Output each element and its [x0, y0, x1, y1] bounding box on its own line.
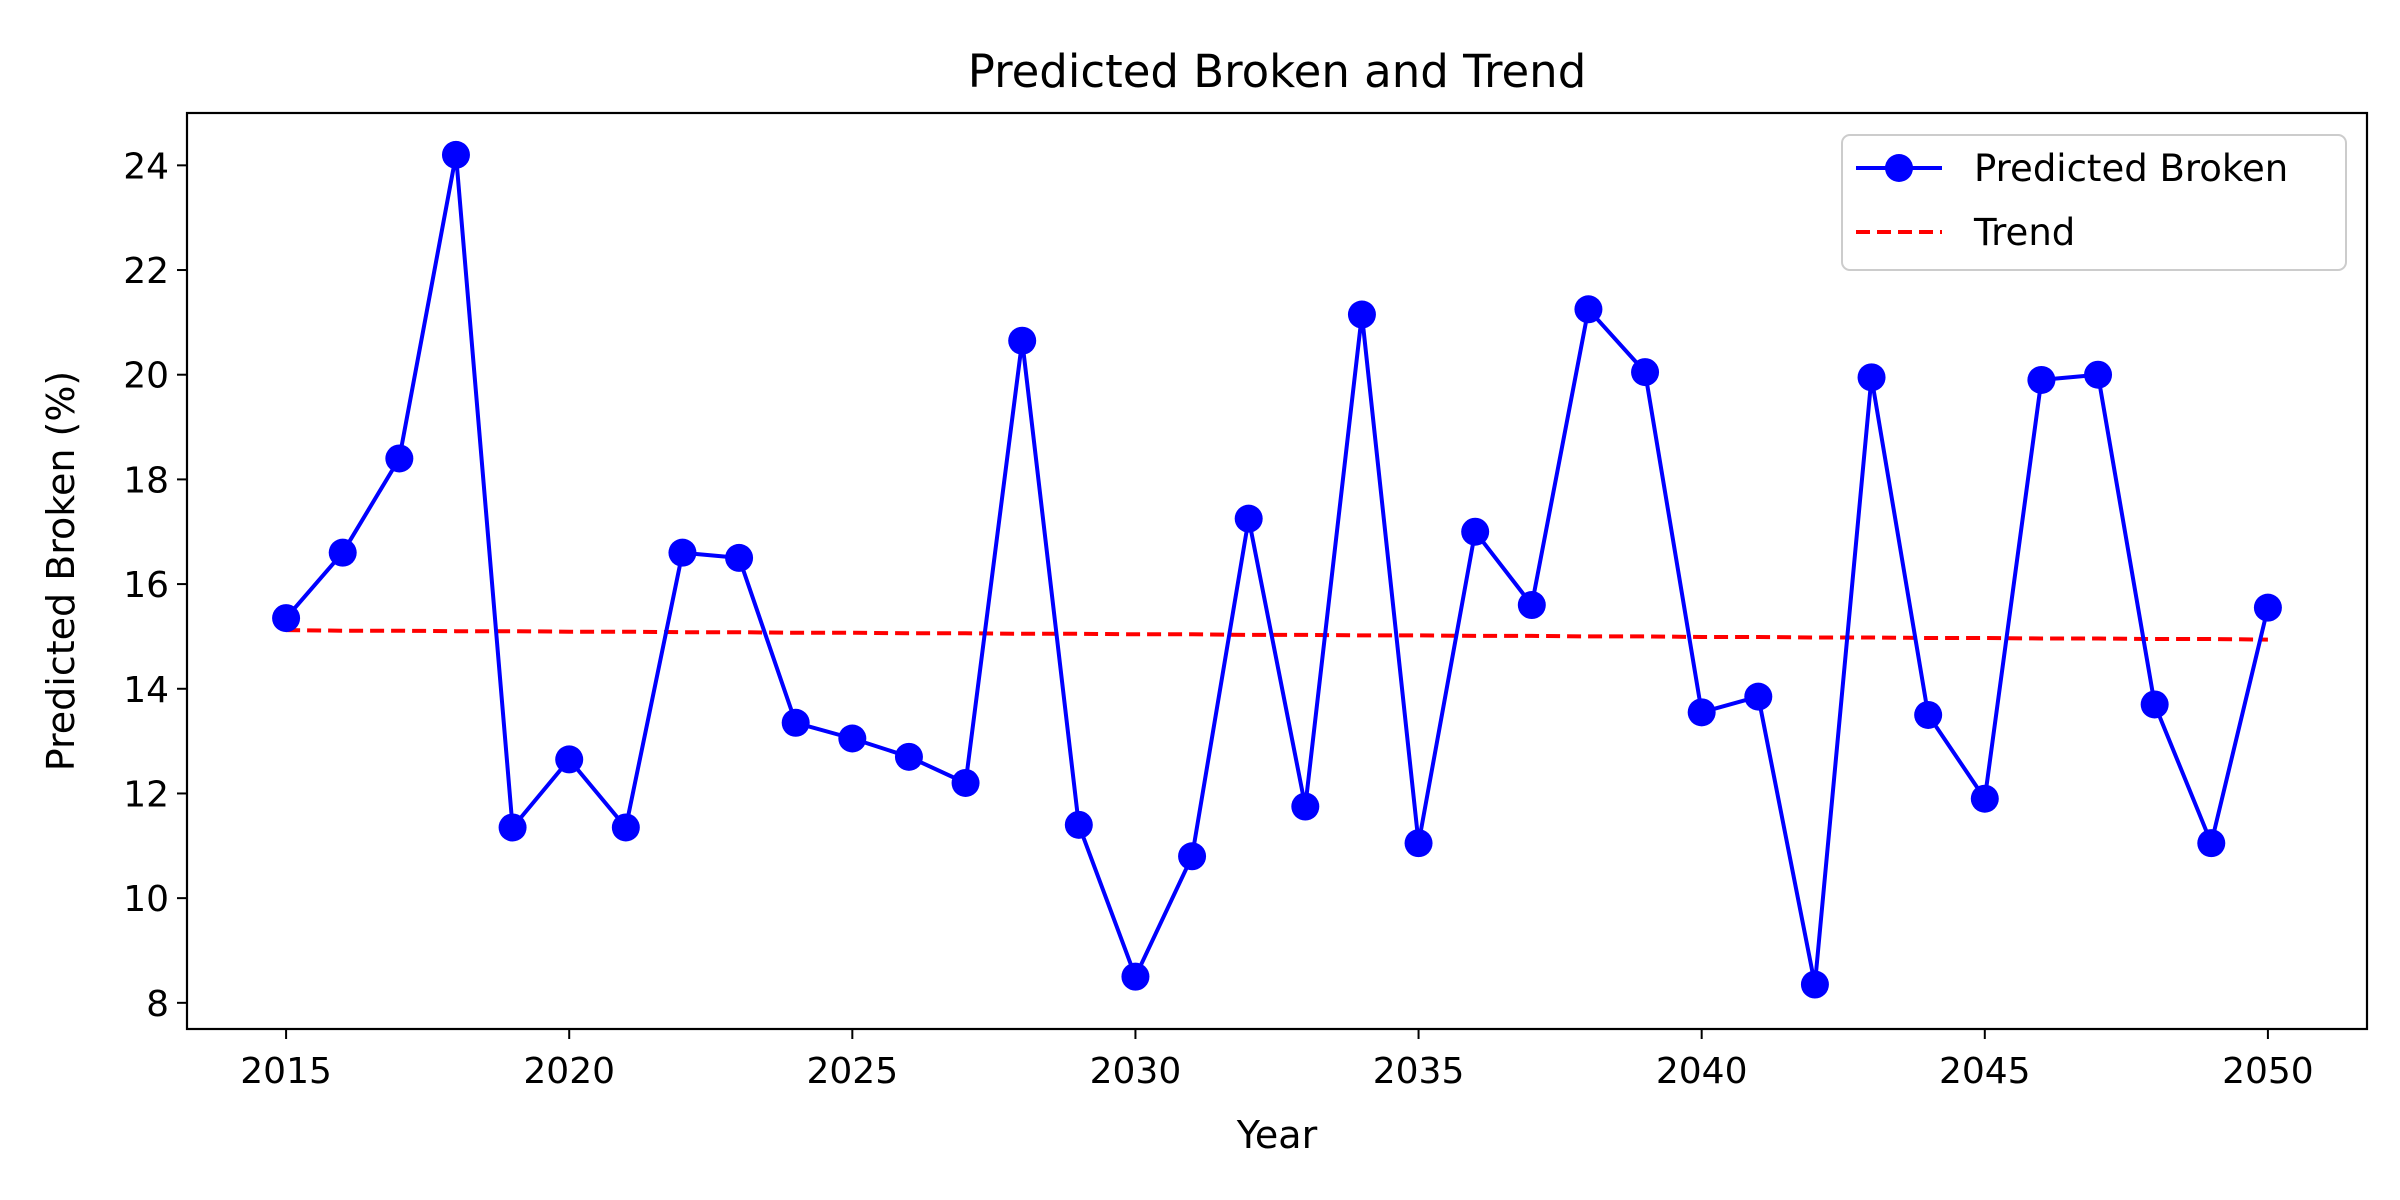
data-point-predicted-broken	[1631, 358, 1660, 387]
y-axis-label: Predicted Broken (%)	[39, 371, 83, 772]
y-tick-label: 20	[123, 356, 169, 397]
data-point-predicted-broken	[1857, 363, 1886, 392]
data-point-predicted-broken	[385, 444, 414, 473]
data-point-predicted-broken	[838, 724, 867, 753]
data-point-predicted-broken	[2197, 829, 2226, 858]
chart-title: Predicted Broken and Trend	[968, 45, 1587, 98]
x-tick-label: 2050	[2222, 1051, 2314, 1092]
data-point-predicted-broken	[555, 745, 584, 774]
y-tick-label: 24	[123, 146, 169, 187]
data-point-predicted-broken	[1574, 295, 1603, 324]
data-point-predicted-broken	[1121, 962, 1150, 991]
y-tick-label: 10	[123, 879, 169, 920]
data-point-predicted-broken	[2027, 365, 2056, 394]
axes-frame	[185, 111, 2369, 1031]
data-point-predicted-broken	[1517, 591, 1546, 620]
legend-box	[1841, 134, 2347, 271]
legend-label-predicted-broken: Predicted Broken	[1974, 147, 2288, 190]
data-point-predicted-broken	[1291, 792, 1320, 821]
y-tick-label: 12	[123, 774, 169, 815]
y-tick-label: 22	[123, 251, 169, 292]
data-point-predicted-broken	[1461, 517, 1490, 546]
series-line-predicted-broken	[284, 152, 2270, 987]
data-point-predicted-broken	[272, 604, 301, 633]
x-tick-label: 2030	[1090, 1051, 1182, 1092]
data-point-predicted-broken	[951, 768, 980, 797]
data-point-predicted-broken	[1687, 698, 1716, 727]
y-tick-label: 14	[123, 670, 169, 711]
data-point-predicted-broken	[1404, 829, 1433, 858]
x-tick-label: 2015	[240, 1051, 332, 1092]
x-tick-label: 2035	[1373, 1051, 1465, 1092]
plot-area	[272, 140, 2282, 999]
data-point-predicted-broken	[1970, 784, 1999, 813]
data-point-predicted-broken	[894, 742, 923, 771]
x-tick-label: 2040	[1656, 1051, 1748, 1092]
data-point-predicted-broken	[2253, 593, 2282, 622]
data-point-predicted-broken	[1744, 682, 1773, 711]
data-point-predicted-broken	[725, 543, 754, 572]
x-axis-label: Year	[1236, 1113, 1318, 1157]
data-point-predicted-broken	[668, 538, 697, 567]
y-axis: 8 10 12 14 16 18 20 22 24	[123, 146, 187, 1025]
data-point-predicted-broken	[441, 140, 470, 169]
data-point-predicted-broken	[328, 538, 357, 567]
legend: Predicted Broken Trend	[1841, 134, 2347, 271]
legend-label-trend: Trend	[1973, 211, 2075, 254]
data-point-predicted-broken	[1178, 842, 1207, 871]
data-point-predicted-broken	[2140, 690, 2169, 719]
x-tick-label: 2020	[523, 1051, 615, 1092]
y-tick-label: 8	[146, 984, 169, 1025]
data-point-predicted-broken	[1914, 700, 1943, 729]
data-point-predicted-broken	[1234, 504, 1263, 533]
y-tick-label: 18	[123, 460, 169, 501]
data-point-predicted-broken	[2084, 360, 2113, 389]
x-tick-label: 2045	[1939, 1051, 2031, 1092]
y-tick-label: 16	[123, 565, 169, 606]
data-point-predicted-broken	[1008, 326, 1037, 355]
x-tick-label: 2025	[807, 1051, 899, 1092]
legend-marker-predicted-broken	[1885, 154, 1913, 182]
data-point-predicted-broken	[611, 813, 640, 842]
data-point-predicted-broken	[498, 813, 527, 842]
data-point-predicted-broken	[1347, 300, 1376, 329]
series-line-trend	[286, 628, 2268, 642]
data-point-predicted-broken	[1064, 810, 1093, 839]
data-point-predicted-broken	[781, 708, 810, 737]
data-point-predicted-broken	[1800, 970, 1829, 999]
x-axis: 2015 2020 2025 2030 2035 2040 2045 2050	[240, 1029, 2314, 1092]
